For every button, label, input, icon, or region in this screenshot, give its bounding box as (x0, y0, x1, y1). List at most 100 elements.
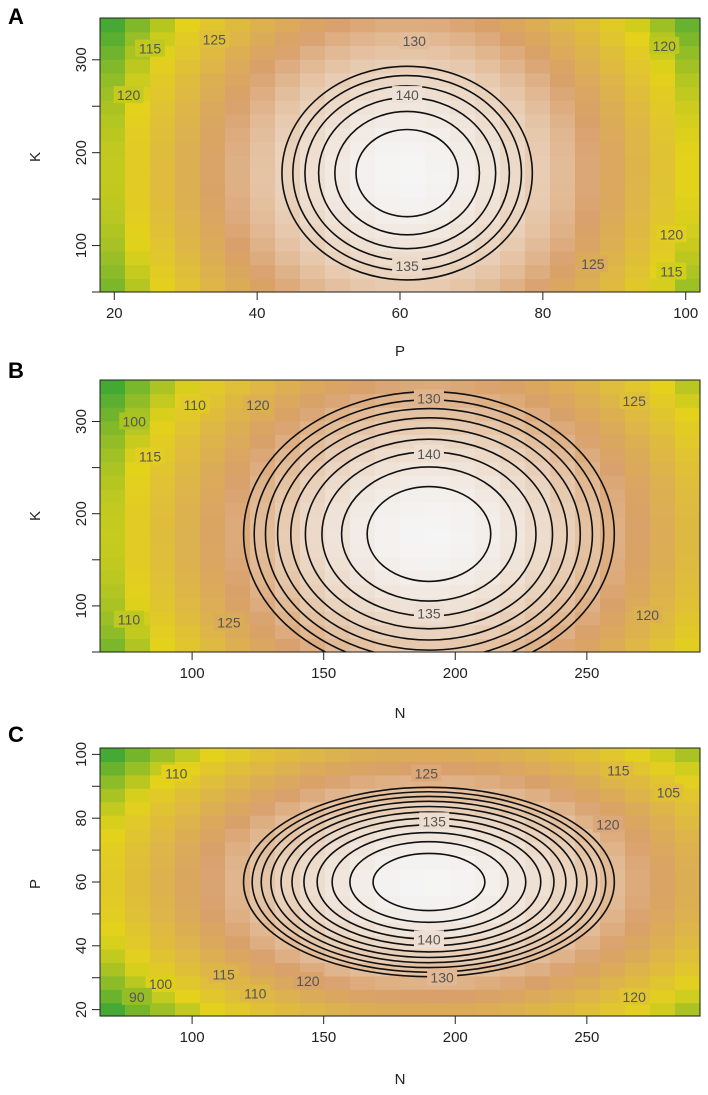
heatmap-cell (625, 502, 651, 517)
heatmap-cell (675, 570, 701, 585)
heatmap-cell (425, 868, 451, 883)
heatmap-cell (175, 882, 201, 896)
heatmap-cell (150, 543, 176, 558)
heatmap-cell (250, 31, 276, 46)
heatmap-cell (250, 86, 276, 101)
heatmap-cell (525, 502, 551, 517)
heatmap-cell (600, 801, 626, 816)
heatmap-cell (550, 113, 576, 129)
heatmap-cell (350, 18, 376, 33)
heatmap-cell (550, 45, 576, 60)
contour-label: 130 (430, 970, 454, 986)
heatmap-cell (100, 448, 126, 463)
axes: 100 150 200 250 100 200 300 (73, 409, 599, 682)
heatmap-cell (200, 855, 226, 870)
heatmap-cell (425, 570, 451, 585)
heatmap-cell (650, 570, 676, 585)
heatmap-cell (175, 989, 201, 1004)
heatmap-cell (100, 250, 126, 266)
heatmap-cell (500, 882, 526, 896)
heatmap-cell (625, 488, 651, 503)
heatmap-cell (400, 962, 426, 977)
heatmap-cell (200, 895, 226, 910)
heatmap-cell (150, 502, 176, 517)
heatmap-cell (300, 570, 326, 585)
heatmap-cell (575, 788, 601, 803)
heatmap-cell (275, 989, 301, 1004)
heatmap-cell (225, 196, 251, 211)
heatmap-cell (350, 72, 376, 88)
heatmap-cell (325, 922, 351, 937)
heatmap-cell (250, 841, 276, 856)
heatmap-cell (475, 420, 501, 435)
contour-label-bg (632, 606, 663, 624)
heatmap-cell (325, 543, 351, 558)
heatmap-cell (150, 908, 176, 923)
heatmap-cell (525, 196, 551, 211)
panel-letter-b: B (8, 358, 24, 383)
heatmap-cell (200, 155, 226, 170)
heatmap-cell (650, 624, 676, 639)
heatmap-cell (175, 18, 201, 33)
heatmap-cell (250, 113, 276, 129)
heatmap-cell (225, 223, 251, 238)
heatmap-cell (500, 748, 526, 762)
heatmap-cell (525, 638, 551, 653)
contour-label: 130 (417, 390, 441, 406)
heatmap-cell (450, 141, 476, 156)
heatmap-cell (250, 72, 276, 88)
heatmap-cell (450, 841, 476, 856)
heatmap-cell (325, 168, 351, 183)
heatmap-cell (150, 434, 176, 449)
heatmap-cell (200, 516, 226, 531)
heatmap-cell (275, 638, 301, 653)
heatmap-cell (450, 209, 476, 225)
heatmap-cell (675, 434, 701, 449)
heatmap-cell (350, 975, 376, 990)
heatmap-cell (325, 380, 351, 395)
heatmap-cell (575, 223, 601, 238)
heatmap-cell (425, 141, 451, 156)
heatmap-cell (600, 529, 626, 544)
heatmap-cell (375, 761, 401, 776)
heatmap-cell (200, 420, 226, 435)
heatmap-cell (250, 448, 276, 463)
heatmap-cell (375, 570, 401, 585)
heatmap-cell (425, 127, 451, 142)
heatmap-cell (100, 45, 126, 60)
heatmap-cell (425, 86, 451, 101)
heatmap-cell (450, 543, 476, 558)
heatmap-cell (150, 393, 176, 408)
heatmap-cell (550, 393, 576, 408)
heatmap-cell (100, 502, 126, 517)
heatmap-cell (675, 113, 701, 129)
y-tick-label: 300 (73, 47, 90, 72)
heatmap-cell (375, 475, 401, 490)
heatmap-cell (225, 882, 251, 896)
contour-label: 120 (246, 397, 270, 413)
heatmap-cell (500, 989, 526, 1004)
heatmap-cell (425, 556, 451, 571)
heatmap-cell (150, 182, 176, 197)
heatmap-cell (625, 584, 651, 599)
heatmap-cell (375, 488, 401, 503)
heatmap-cell (450, 18, 476, 33)
heatmap-cell (325, 475, 351, 490)
contour-label-bg (656, 225, 687, 243)
heatmap-cell (600, 86, 626, 101)
heatmap-cell (400, 908, 426, 923)
heatmap-cell (425, 895, 451, 910)
heatmap-cell (650, 86, 676, 101)
contour-label-bg (242, 395, 273, 413)
heatmap-cell (350, 59, 376, 74)
heatmap-cell (575, 543, 601, 558)
heatmap-cell (175, 196, 201, 211)
heatmap-cell (275, 278, 301, 293)
heatmap-cell (150, 868, 176, 883)
heatmap-cell (600, 434, 626, 449)
heatmap-cell (100, 72, 126, 88)
heatmap-cell (425, 45, 451, 60)
contour-label: 130 (403, 33, 427, 49)
heatmap-cell (150, 611, 176, 626)
heatmap-cell (400, 475, 426, 490)
